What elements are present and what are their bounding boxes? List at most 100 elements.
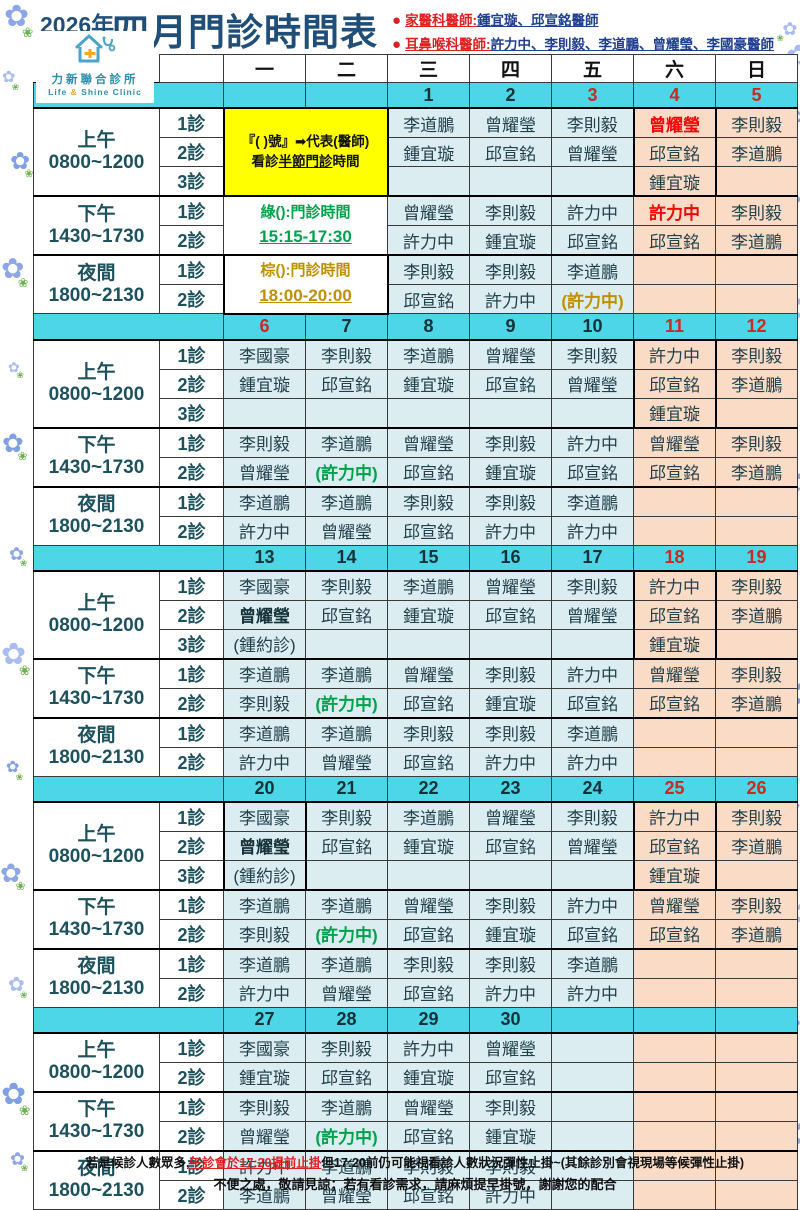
doctor-cell: 邱宣銘 [305, 599, 388, 630]
date-row-spacer [33, 313, 224, 340]
date-cell: 25 [633, 775, 716, 802]
doctor-cell: 邱宣銘 [551, 687, 634, 718]
doctor-cell [715, 485, 798, 517]
weekday-header: 四 [469, 54, 552, 83]
doctor-cell: 鍾宜璇 [632, 166, 717, 197]
footer-line-2: 不便之處，敬請見諒；若有看診需求，請麻煩提早掛號，謝謝您的配合 [213, 1177, 617, 1192]
session-label: 下午 1430~1730 [33, 426, 160, 487]
leaf-icon: ❀ [15, 879, 26, 893]
clinic-number-label: 1診 [159, 800, 224, 832]
doctor-cell: 許力中 [551, 426, 634, 458]
doctor-cell [633, 1090, 716, 1122]
doctor-cell: 邱宣銘 [632, 368, 717, 399]
date-cell: 16 [469, 544, 552, 571]
date-cell: 2 [469, 82, 552, 109]
doctor-cell: 李道鵬 [551, 485, 634, 517]
clinic-number-label: 1診 [159, 107, 224, 138]
doctor-cell: 李道鵬 [715, 687, 798, 718]
doctor-cell: 曾耀瑩 [223, 456, 306, 487]
doctor-cell: 曾耀瑩 [469, 800, 552, 832]
doctor-cell: 許力中 [469, 977, 552, 1008]
doctor-cell: 許力中 [223, 746, 306, 777]
session-label: 上午 0800~1200 [33, 107, 160, 197]
doctor-cell: 李則毅 [551, 569, 634, 601]
doctor-cell: 李道鵬 [715, 368, 798, 399]
doctor-cell: 李道鵬 [387, 338, 470, 370]
date-cell: 22 [387, 775, 470, 802]
doctor-cell [715, 515, 798, 546]
session-label: 夜間 1800~2130 [33, 254, 160, 314]
doctor-cell [551, 1061, 634, 1092]
doctor-cell [469, 859, 552, 890]
doctor-cell: 李國豪 [223, 1031, 306, 1063]
clinic-number-label: 2診 [159, 137, 224, 167]
doctor-cell [551, 1120, 634, 1151]
clinic-number-label: 1診 [159, 569, 224, 601]
clinic-number-label: 2診 [159, 599, 224, 630]
doctor-cell [633, 977, 716, 1008]
weekday-header: 二 [305, 54, 388, 83]
specialist-label: 耳鼻喉科醫師: [405, 37, 491, 52]
doctor-cell: 鍾宜璇 [387, 1061, 470, 1092]
session-label: 夜間 1800~2130 [33, 1149, 160, 1210]
doctor-cell: 李則毅 [715, 426, 798, 458]
date-cell [633, 1006, 716, 1033]
session-label: 夜間 1800~2130 [33, 947, 160, 1008]
doctor-cell: 李則毅 [715, 338, 798, 370]
doctor-cell: 許力中 [551, 977, 634, 1008]
doctor-cell: 李則毅 [551, 107, 634, 138]
doctor-cell [551, 859, 634, 890]
date-cell: 1 [387, 82, 470, 109]
doctor-cell: 李道鵬 [387, 107, 470, 138]
session-label: 下午 1430~1730 [33, 888, 160, 949]
schedule-row: 下午 1430~1730 1診 李則毅 李道鵬 曾耀瑩 李則毅 許力中 曾耀瑩 李則毅 [33, 426, 798, 487]
clinic-number-label: 1診 [159, 254, 224, 285]
doctor-cell: 曾耀瑩 [551, 830, 634, 861]
date-cell: 15 [387, 544, 470, 571]
clinic-house-icon [75, 33, 116, 63]
flower-icon: ✿ [9, 544, 25, 564]
doctor-cell: 李則毅 [469, 888, 552, 920]
doctor-cell: 曾耀瑩 [305, 515, 388, 546]
doctor-cell: 鍾宜璇 [632, 397, 717, 429]
doctor-cell: 邱宣銘 [387, 918, 470, 949]
leaf-icon: ❀ [15, 771, 24, 782]
date-cell [223, 82, 306, 109]
date-cell [551, 1006, 634, 1033]
doctor-cell [715, 977, 798, 1008]
doctor-cell: 李則毅 [223, 1090, 306, 1122]
date-cell: 24 [551, 775, 634, 802]
doctor-cell: 邱宣銘 [305, 830, 388, 861]
doctor-cell [715, 166, 798, 197]
doctor-cell: 邱宣銘 [387, 284, 470, 314]
doctor-cell: 鍾宜璇 [469, 1120, 552, 1151]
leaf-icon: ❀ [20, 1163, 29, 1174]
doctor-cell: 李則毅 [469, 716, 552, 748]
doctor-cell [633, 254, 716, 285]
schedule-row: 3診 (鍾約診) 鍾宜璇 [34, 859, 798, 891]
doctor-cell: 曾耀瑩 [633, 657, 716, 689]
leaf-icon: ❀ [19, 558, 28, 569]
doctor-cell: 邱宣銘 [469, 830, 552, 861]
schedule-row: 上午 0800~1200 1診 李國豪 李則毅 許力中 曾耀瑩 [33, 1031, 798, 1092]
doctor-cell: 邱宣銘 [387, 687, 470, 718]
doctor-cell [715, 859, 798, 890]
doctor-cell [305, 859, 388, 890]
clinic-number-label: 1診 [159, 888, 224, 920]
doctor-cell: 曾耀瑩 [469, 338, 552, 370]
doctor-cell: 曾耀瑩 [469, 569, 552, 601]
schedule-row: 3診 鍾宜璇 [34, 397, 798, 429]
specialist-line-ent: ● 耳鼻喉科醫師:許力中、李則毅、李道鵬、曾耀瑩、李國豪醫師 [392, 33, 774, 53]
date-cell: 12 [715, 313, 798, 340]
doctor-cell [633, 485, 716, 517]
doctor-cell: 許力中 [387, 225, 470, 256]
doctor-cell: 曾耀瑩 [223, 599, 306, 630]
doctor-cell: 鍾宜璇 [387, 137, 470, 167]
clinic-number-label: 1診 [159, 716, 224, 748]
doctor-cell [633, 746, 716, 777]
schedule-row: 夜間 1800~2130 1診 李道鵬 李道鵬 李則毅 李則毅 李道鵬 [33, 947, 798, 1008]
date-cell: 11 [633, 313, 716, 340]
date-cell: 13 [223, 544, 306, 571]
doctor-cell: 李道鵬 [223, 947, 306, 979]
doctor-cell: 李道鵬 [551, 716, 634, 748]
